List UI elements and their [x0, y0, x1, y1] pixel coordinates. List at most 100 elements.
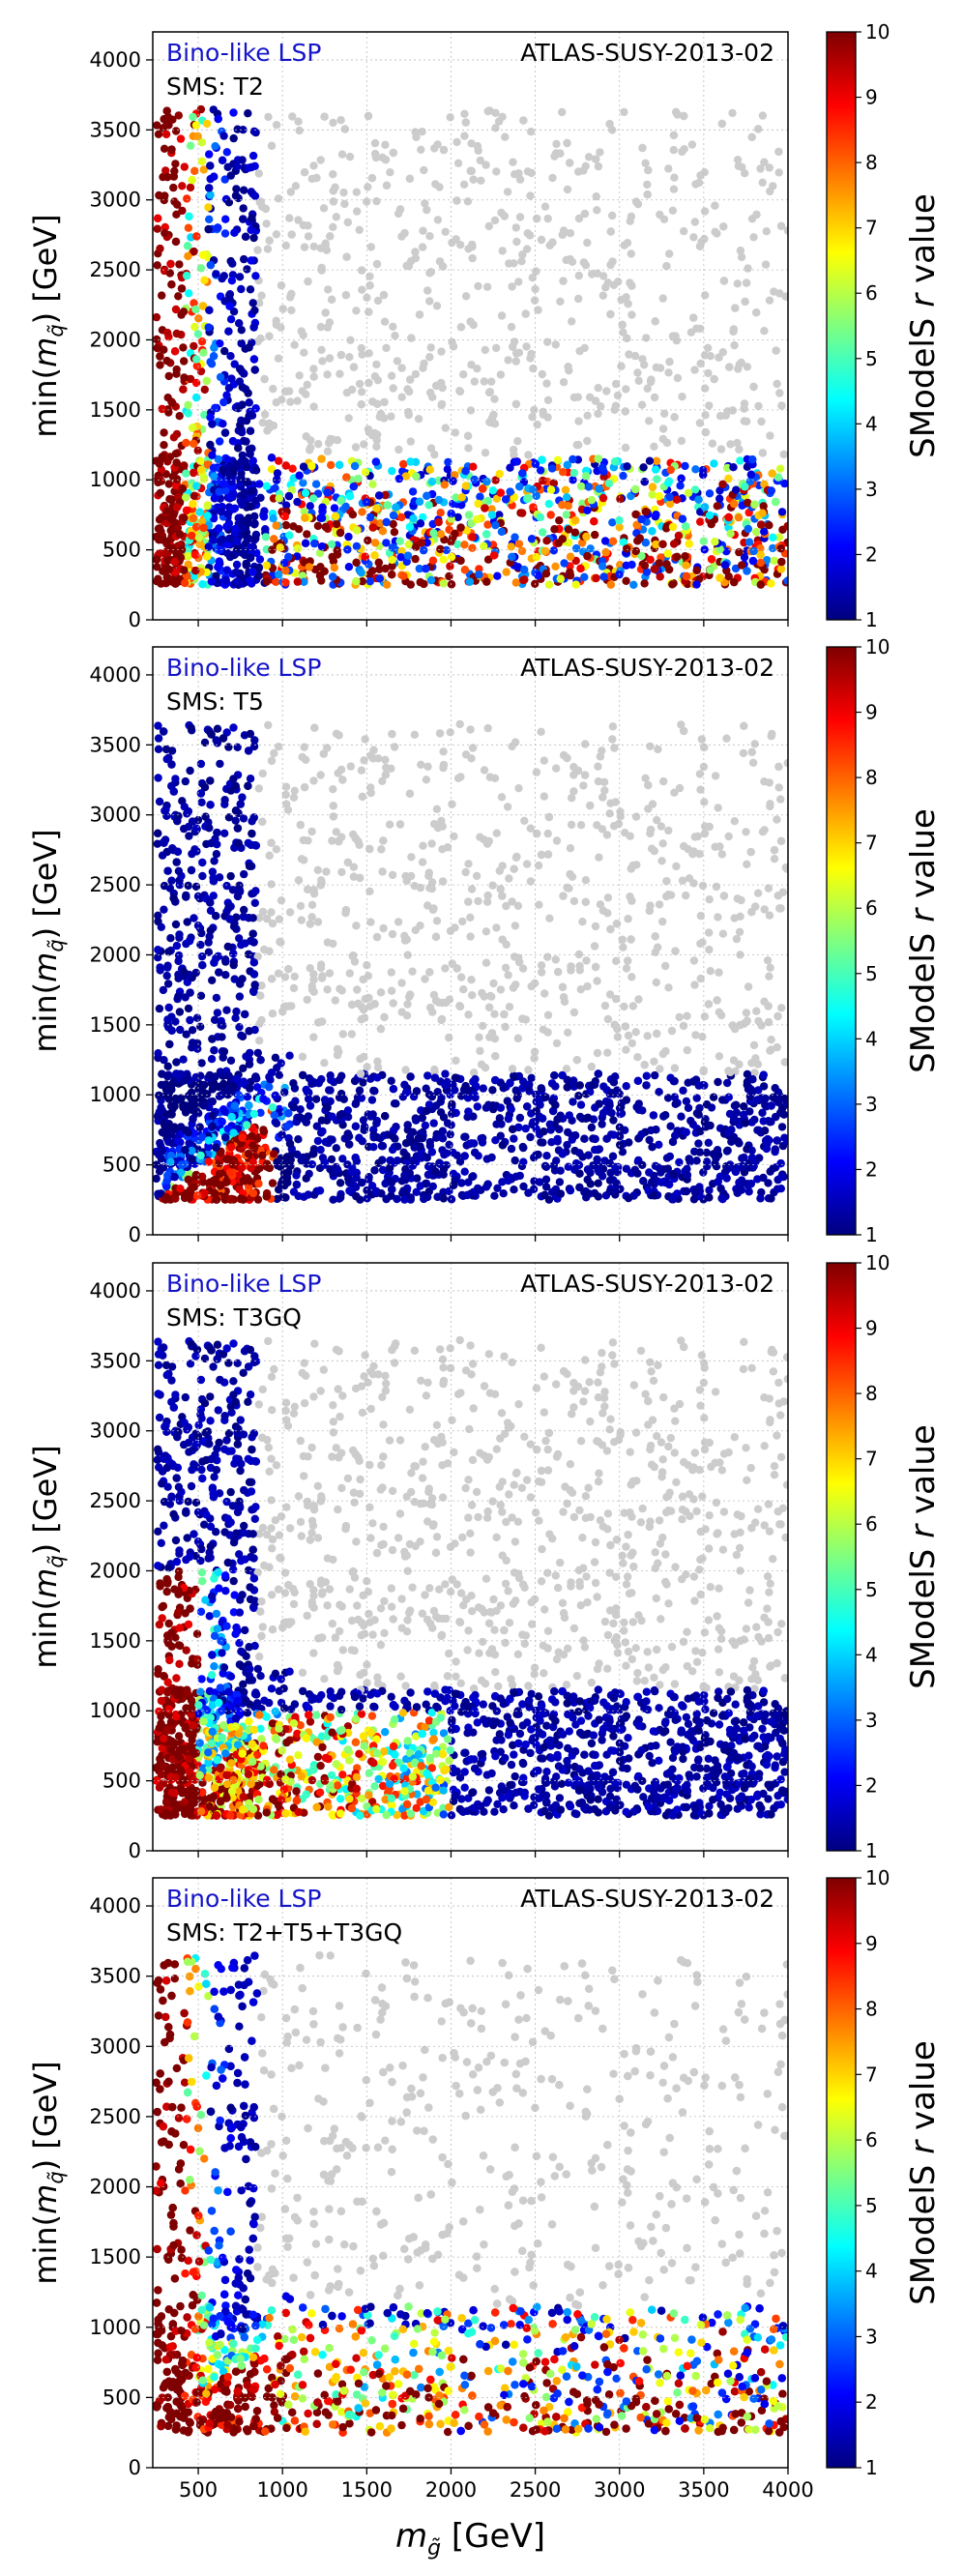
- data-point: [541, 547, 549, 555]
- data-point: [670, 132, 678, 139]
- data-point: [642, 334, 650, 341]
- data-point: [375, 491, 383, 499]
- data-point: [306, 563, 313, 571]
- data-point: [610, 281, 618, 289]
- data-point: [575, 1149, 583, 1156]
- data-point: [732, 486, 740, 494]
- data-point: [571, 529, 579, 537]
- data-point: [285, 1052, 293, 1060]
- data-point: [474, 1102, 482, 1110]
- data-point: [456, 557, 464, 565]
- data-point: [670, 146, 678, 154]
- data-point: [571, 516, 579, 524]
- data-point: [198, 872, 206, 880]
- data-point: [570, 1009, 578, 1016]
- data-point: [512, 1173, 520, 1181]
- data-point: [352, 559, 360, 567]
- data-point: [167, 145, 175, 153]
- data-point: [466, 577, 474, 585]
- data-point: [701, 411, 709, 419]
- data-point: [195, 534, 203, 542]
- data-point: [502, 964, 510, 972]
- data-point: [167, 877, 175, 885]
- data-point: [250, 355, 258, 363]
- data-point: [769, 182, 776, 190]
- data-point: [778, 508, 786, 515]
- sms-label: SMS: T2: [166, 73, 264, 101]
- data-point: [593, 192, 600, 200]
- data-point: [350, 363, 358, 370]
- data-point: [717, 445, 725, 453]
- data-point: [344, 533, 352, 541]
- data-point: [690, 956, 698, 964]
- data-point: [165, 480, 173, 487]
- data-point: [467, 406, 475, 414]
- data-point: [362, 553, 369, 561]
- data-point: [577, 821, 585, 829]
- data-point: [154, 225, 161, 233]
- y-tick-label: 3500: [90, 118, 141, 141]
- data-point: [570, 469, 578, 477]
- data-point: [588, 1063, 596, 1070]
- data-point: [345, 414, 353, 422]
- data-point: [638, 144, 646, 152]
- data-point: [320, 204, 328, 212]
- data-point: [643, 181, 651, 189]
- data-point: [301, 168, 308, 176]
- data-point: [237, 417, 245, 424]
- data-point: [219, 481, 227, 488]
- data-point: [380, 291, 388, 299]
- data-point: [543, 413, 551, 421]
- data-point: [652, 541, 659, 548]
- data-point: [233, 538, 241, 545]
- data-point: [213, 994, 220, 1002]
- data-point: [523, 860, 531, 867]
- data-point: [320, 568, 328, 575]
- data-point: [591, 531, 598, 539]
- data-point: [176, 530, 184, 538]
- data-point: [518, 250, 526, 258]
- data-point: [598, 464, 606, 472]
- data-point: [627, 249, 635, 257]
- data-point: [628, 1039, 636, 1047]
- data-point: [196, 508, 204, 515]
- data-point: [317, 156, 325, 163]
- data-point: [461, 566, 469, 573]
- data-point: [634, 200, 642, 208]
- data-point: [715, 573, 723, 581]
- data-point: [430, 451, 438, 458]
- data-point: [464, 860, 472, 867]
- data-point: [320, 113, 328, 121]
- data-point: [624, 300, 631, 307]
- data-point: [670, 413, 678, 421]
- data-point: [183, 272, 190, 279]
- data-point: [665, 249, 673, 257]
- data-point: [670, 540, 678, 547]
- data-point: [504, 803, 511, 810]
- data-point: [389, 323, 396, 331]
- data-point: [376, 574, 384, 582]
- data-point: [711, 375, 718, 383]
- data-point: [290, 341, 298, 349]
- data-point: [481, 504, 488, 512]
- data-point: [759, 111, 767, 119]
- data-point: [175, 930, 183, 938]
- data-point: [236, 273, 244, 280]
- data-point: [166, 269, 174, 277]
- data-point: [333, 213, 340, 220]
- data-point: [512, 357, 520, 365]
- data-point: [178, 182, 186, 190]
- data-point: [336, 497, 344, 505]
- data-point: [188, 176, 195, 184]
- data-point: [322, 308, 330, 316]
- data-point: [237, 285, 245, 293]
- data-point: [670, 186, 678, 193]
- data-point: [679, 515, 686, 523]
- data-point: [602, 387, 610, 395]
- data-point: [690, 366, 698, 373]
- data-point: [606, 310, 614, 318]
- data-point: [171, 579, 179, 587]
- data-point: [564, 461, 571, 469]
- data-point: [183, 194, 190, 202]
- data-point: [156, 459, 163, 467]
